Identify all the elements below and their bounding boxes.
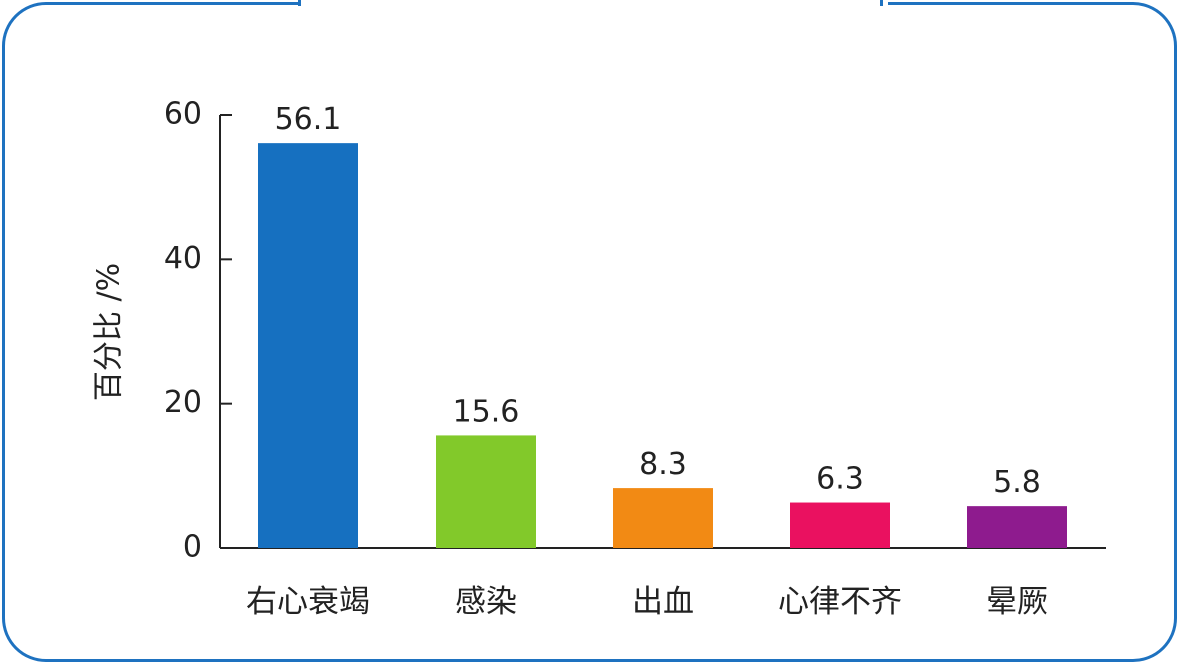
value-labels: 56.1 15.6 8.3 6.3 5.8: [275, 102, 1041, 500]
bar: [967, 506, 1067, 548]
bar: [258, 143, 358, 548]
y-tick-label: 60: [164, 97, 202, 132]
category-labels: 右心衰竭 感染 出血 心律不齐 晕厥: [246, 584, 1048, 620]
x-tick-label: 心律不齐: [778, 584, 902, 620]
y-axis-label: 百分比 /%: [92, 263, 127, 401]
frame-gap-tick-left: [298, 0, 301, 6]
bar-value-label: 8.3: [639, 447, 687, 482]
x-tick-label: 感染: [455, 584, 517, 620]
y-tick-label: 20: [164, 385, 202, 420]
y-tick-label: 40: [164, 241, 202, 276]
bar: [790, 502, 890, 548]
frame-top-gap: [298, 0, 888, 10]
bar-value-label: 15.6: [453, 394, 520, 429]
x-tick-label: 右心衰竭: [246, 584, 370, 620]
bar-value-label: 5.8: [993, 465, 1041, 500]
x-tick-label: 晕厥: [986, 584, 1048, 620]
bar: [613, 488, 713, 548]
y-tick-label: 0: [183, 530, 202, 565]
frame-gap-tick-right: [880, 0, 883, 6]
y-axis: 0 20 40 60: [164, 97, 232, 565]
x-tick-label: 出血: [632, 584, 694, 620]
bar: [436, 435, 536, 548]
bar-value-label: 6.3: [816, 462, 864, 497]
bar-value-label: 56.1: [275, 102, 342, 137]
bars: [258, 143, 1067, 548]
